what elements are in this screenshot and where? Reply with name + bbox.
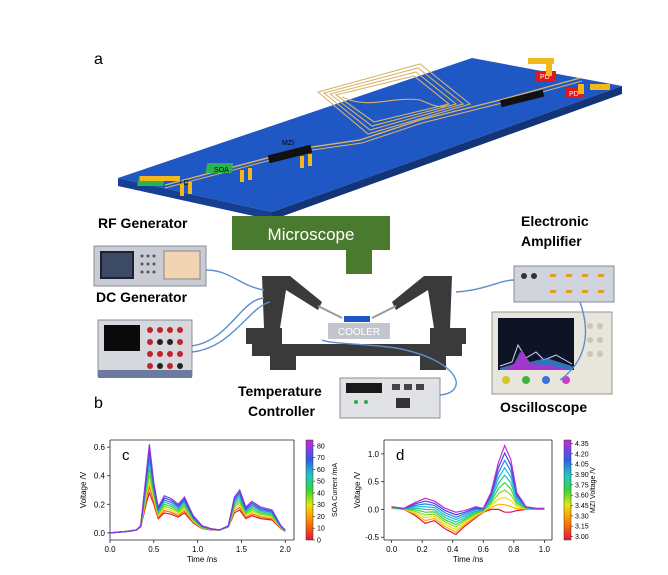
y-tick-label: 0.0 [94, 529, 106, 538]
soa-label: SOA [214, 167, 229, 174]
output-modulator [499, 89, 545, 108]
device-under-test [344, 316, 370, 322]
series-line [391, 451, 545, 516]
spiral-delay-line [316, 63, 472, 135]
cooler [328, 323, 390, 339]
series-line [391, 481, 545, 526]
colorbar-tick-label: 3.00 [575, 534, 589, 541]
chart-d: 0.0 0.2 0.4 0.6 0.8 1.0 -0.5 0.0 0.5 1.0 Time /ns V… [353, 439, 597, 564]
pd1-label: PD [540, 74, 550, 81]
chip-edge [118, 178, 272, 220]
series-line [391, 496, 545, 531]
series-line [391, 507, 545, 536]
y-tick-label: 1.0 [368, 450, 380, 459]
y-tick-label: 0.5 [368, 478, 380, 487]
series-line [391, 466, 545, 521]
colorbar-tick-label: 3.60 [575, 493, 589, 500]
panel-label-d: d [396, 447, 404, 464]
rf-generator-label: RF Generator [98, 215, 188, 231]
series-line [109, 444, 286, 534]
amplifier-label-2: Amplifier [521, 233, 582, 249]
dc-generator-label: DC Generator [96, 289, 188, 305]
colorbar-tick-label: 3.45 [575, 503, 589, 510]
rf-generator [93, 245, 207, 287]
colorbar [305, 439, 314, 541]
colorbar-tick-label: 0 [317, 538, 321, 545]
x-axis-label: Time /ns [187, 555, 217, 564]
pd2-label: PD [569, 91, 579, 98]
colorbar-tick-label: 4.35 [575, 441, 589, 448]
series-line [391, 474, 545, 523]
photonic-chip: LD SOA MZI PD PD [118, 58, 622, 220]
probe-needles [317, 305, 397, 319]
series-line [391, 459, 545, 518]
cables [191, 269, 587, 396]
panel-label-a: a [94, 51, 103, 68]
electronic-amplifier [513, 265, 615, 303]
x-tick-label: 0.2 [417, 545, 429, 554]
colorbar-label: SOA Current /mA [332, 463, 339, 517]
dc-generator [97, 319, 193, 378]
ld-label: LD [180, 180, 189, 187]
x-tick-label: 0.6 [478, 545, 490, 554]
x-tick-label: 1.0 [539, 545, 551, 554]
colorbar-tick-label: 80 [317, 443, 325, 450]
colorbar-tick-label: 3.75 [575, 482, 589, 489]
x-tick-label: 0.0 [104, 545, 116, 554]
mzi-component [267, 144, 313, 164]
series-line [109, 474, 286, 534]
panel-label-b: b [94, 395, 103, 412]
colorbar-tick-label: 4.05 [575, 462, 589, 469]
pd2-component [566, 88, 584, 98]
y-tick-label: 0.2 [94, 500, 106, 509]
y-axis-label: Voltage /V [79, 471, 88, 508]
series-line [391, 503, 545, 533]
colorbar [563, 439, 572, 541]
x-tick-label: 2.0 [280, 545, 292, 554]
y-tick-label: 0.6 [94, 443, 106, 452]
probe-stage [246, 276, 466, 370]
colorbar-tick-label: 20 [317, 514, 325, 521]
colorbar-tick-label: 50 [317, 479, 325, 486]
x-tick-label: 0.5 [148, 545, 160, 554]
colorbar-tick-label: 3.30 [575, 513, 589, 520]
colorbar-tick-label: 60 [317, 467, 325, 474]
colorbar-tick-label: 70 [317, 455, 325, 462]
colorbar-tick-label: 3.90 [575, 472, 589, 479]
mzi-label: MZI [282, 140, 294, 147]
oscilloscope-label: Oscilloscope [500, 399, 587, 415]
x-tick-label: 1.5 [236, 545, 248, 554]
colorbar-tick-label: 4.20 [575, 451, 589, 458]
temperature-controller-label-1: Temperature [238, 383, 322, 399]
x-tick-label: 0.0 [386, 545, 398, 554]
gold-pads [140, 58, 610, 196]
temperature-controller-label-2: Controller [248, 403, 315, 419]
amplifier-label-1: Electronic [521, 213, 589, 229]
series-line [109, 480, 286, 534]
series-line [391, 444, 545, 513]
soa-component [205, 163, 234, 173]
colorbar-tick-label: 30 [317, 502, 325, 509]
panel-label-c: c [122, 447, 130, 464]
series-line [391, 489, 545, 528]
microscope: Microscope [232, 216, 390, 274]
chart-c: 0.0 0.5 1.0 1.5 2.0 0.0 0.2 0.4 0.6 Time /ns Volta… [79, 439, 339, 564]
microscope-label: Microscope [268, 225, 355, 244]
colorbar-label: MZI Voltage /V [590, 467, 597, 513]
colorbar-tick-label: 40 [317, 490, 325, 497]
x-tick-label: 0.8 [508, 545, 520, 554]
y-axis-label: Voltage /V [353, 471, 362, 508]
colorbar-tick-label: 3.15 [575, 524, 589, 531]
y-tick-label: 0.4 [94, 472, 106, 481]
x-tick-label: 1.0 [192, 545, 204, 554]
x-axis-label: Time /ns [453, 555, 483, 564]
temperature-controller [339, 377, 441, 419]
colorbar-tick-label: 10 [317, 526, 325, 533]
y-tick-label: -0.5 [365, 533, 379, 542]
cooler-label: COOLER [338, 327, 380, 338]
oscilloscope [491, 311, 613, 395]
x-tick-label: 0.4 [447, 545, 459, 554]
y-tick-label: 0.0 [368, 505, 380, 514]
